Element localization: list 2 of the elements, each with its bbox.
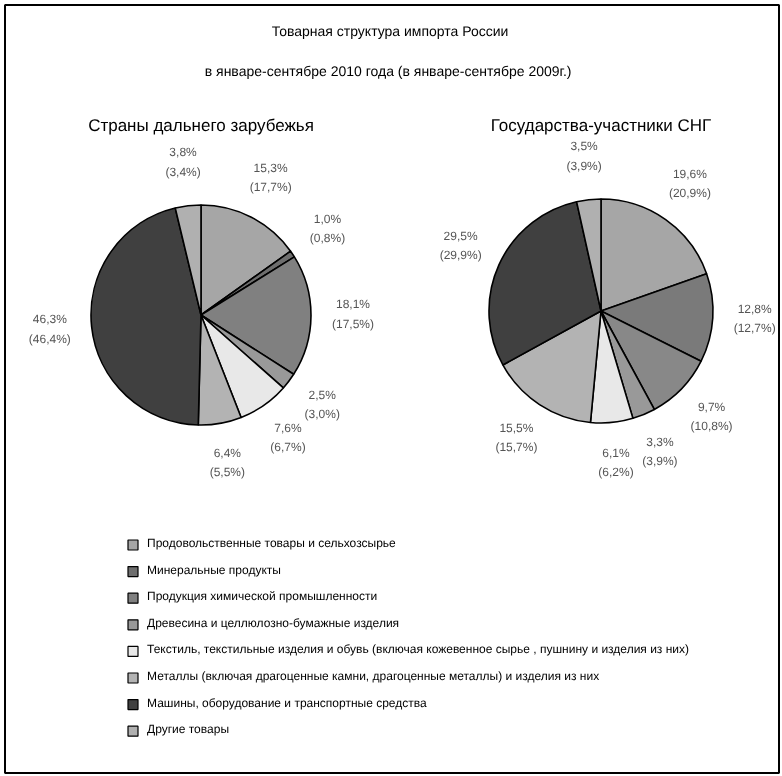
chart-title: Страны дальнего зарубежья <box>88 115 315 135</box>
chart-title: Государства-участники СНГ <box>490 115 713 135</box>
